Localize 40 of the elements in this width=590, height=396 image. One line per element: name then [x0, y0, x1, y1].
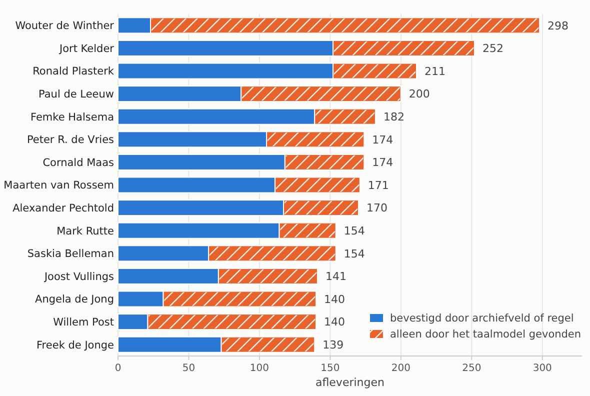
y-tick-label: Saskia Belleman [27, 248, 114, 260]
total-label: 139 [322, 338, 344, 352]
total-label: 154 [344, 224, 365, 238]
y-tick-label: Maarten van Rossem [4, 180, 114, 192]
total-label: 141 [325, 270, 346, 284]
total-label: 170 [366, 202, 388, 215]
y-tick-label: Paul de Leeuw [38, 88, 114, 100]
total-label: 298 [548, 19, 569, 32]
y-tick-label: Joost Vullings [43, 270, 114, 283]
y-tick-label: Peter R. de Vries [26, 134, 114, 146]
total-label: 252 [482, 42, 504, 56]
total-label: 174 [372, 133, 394, 146]
x-tick-label: 50 [182, 363, 196, 374]
y-tick-label: Mark Rutte [56, 225, 114, 238]
x-tick-label: 200 [391, 363, 410, 374]
y-tick-label: Femke Halsema [30, 111, 114, 124]
legend-label: alleen door het taalmodel gevonden [390, 328, 582, 341]
x-tick-label: 300 [532, 363, 552, 374]
y-tick-label: Freek de Jonge [36, 339, 114, 352]
x-tick-label: 150 [320, 363, 340, 374]
total-label: 174 [372, 156, 394, 170]
x-tick-label: 250 [462, 363, 482, 374]
legend-label: bevestigd door archiefveld of regel [390, 312, 574, 325]
total-label: 140 [324, 292, 346, 306]
total-label: 140 [324, 316, 346, 329]
total-label: 154 [344, 247, 365, 260]
y-tick-label: Cornald Maas [42, 156, 114, 169]
y-tick-label: Ronald Plasterk [32, 66, 115, 78]
y-tick-label: Jort Kelder [58, 42, 115, 55]
y-tick-label: Willem Post [53, 316, 114, 328]
y-tick-label: Wouter de Winther [15, 20, 115, 32]
y-tick-label: Angela de Jong [35, 294, 114, 306]
x-axis-title: afleveringen [316, 376, 385, 389]
total-label: 182 [383, 110, 404, 124]
total-label: 200 [408, 88, 430, 101]
total-label: 171 [368, 178, 389, 192]
y-tick-label: Alexander Pechtold [12, 202, 114, 214]
total-label: 211 [424, 64, 446, 78]
x-tick-label: 100 [250, 363, 270, 374]
x-tick-label: 0 [114, 363, 122, 374]
